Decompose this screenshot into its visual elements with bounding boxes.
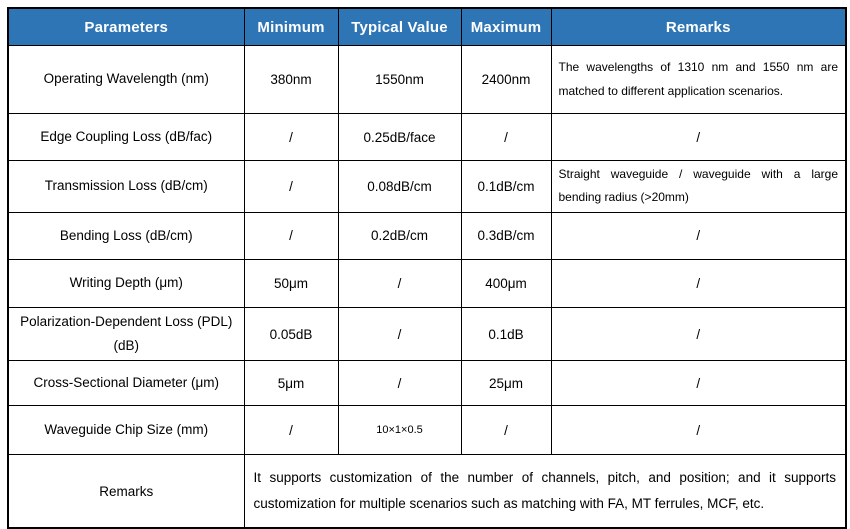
minimum-cell: / (243, 160, 339, 213)
footer-remarks-label: Remarks (7, 454, 245, 529)
table-row: Edge Coupling Loss (dB/fac)/0.25dB/face /… (7, 113, 847, 161)
remarks-cell: / (550, 211, 847, 260)
table-row: Polarization-Dependent Loss (PDL) (dB) 0.… (7, 306, 847, 362)
typical-value-cell: / (337, 360, 462, 407)
typical-value-cell: 0.08dB/cm (337, 160, 462, 213)
footer-row: Remarks It supports customization of the… (7, 454, 847, 529)
remarks-cell: The wavelengths of 1310 nm and 1550 nm a… (550, 45, 847, 114)
parameter-cell: Polarization-Dependent Loss (PDL) (dB) (7, 306, 245, 362)
typical-value-cell: 0.25dB/face (337, 113, 462, 161)
table-row: Bending Loss (dB/cm)/0.2dB/cm 0.3dB/cm / (7, 211, 847, 260)
minimum-cell: / (243, 211, 339, 260)
header-row: Parameters Minimum Typical Value Maximum… (7, 7, 847, 46)
table-row: Waveguide Chip Size (mm)/10×1×0.5// (7, 405, 847, 456)
table-row: Transmission Loss (dB/cm)/0.08dB/cm 0.1dB… (7, 160, 847, 213)
parameter-cell: Waveguide Chip Size (mm) (7, 405, 245, 456)
header-typical-value: Typical Value (337, 7, 462, 46)
parameter-cell: Transmission Loss (dB/cm) (7, 160, 245, 213)
parameter-cell: Operating Wavelength (nm) (7, 45, 245, 114)
maximum-cell: / (460, 113, 552, 161)
maximum-cell: 0.1dB/cm (460, 160, 552, 213)
maximum-cell: 0.1dB (460, 306, 552, 362)
table-row: Cross-Sectional Diameter (μm) 5μm/25μm / (7, 360, 847, 407)
typical-value-cell: / (337, 258, 462, 308)
maximum-cell: 0.3dB/cm (460, 211, 552, 260)
remarks-cell: / (550, 113, 847, 161)
remarks-cell: Straight waveguide / waveguide with a la… (550, 160, 847, 213)
parameter-cell: Cross-Sectional Diameter (μm) (7, 360, 245, 407)
table-body: Operating Wavelength (nm) 380nm 1550nm 2400… (7, 45, 847, 456)
parameter-cell: Bending Loss (dB/cm) (7, 211, 245, 260)
maximum-cell: 2400nm (460, 45, 552, 114)
table-row: Operating Wavelength (nm) 380nm 1550nm 2400… (7, 45, 847, 114)
minimum-cell: / (243, 405, 339, 456)
maximum-cell: 25μm (460, 360, 552, 407)
header-parameters: Parameters (7, 7, 245, 46)
maximum-cell: 400μm (460, 258, 552, 308)
minimum-cell: 0.05dB (243, 306, 339, 362)
footer-remarks-text: It supports customization of the number … (243, 454, 847, 529)
header-minimum: Minimum (243, 7, 339, 46)
typical-value-cell: 1550nm (337, 45, 462, 114)
minimum-cell: / (243, 113, 339, 161)
spec-table-container: Parameters Minimum Typical Value Maximum… (7, 7, 847, 529)
typical-value-cell: / (337, 306, 462, 362)
minimum-cell: 5μm (243, 360, 339, 407)
maximum-cell: / (460, 405, 552, 456)
typical-value-cell: 10×1×0.5 (337, 405, 462, 456)
table-row: Writing Depth (μm) 50μm/400μm / (7, 258, 847, 308)
header-maximum: Maximum (460, 7, 552, 46)
parameter-cell: Writing Depth (μm) (7, 258, 245, 308)
minimum-cell: 50μm (243, 258, 339, 308)
remarks-cell: / (550, 405, 847, 456)
spec-table: Parameters Minimum Typical Value Maximum… (7, 7, 847, 529)
parameter-cell: Edge Coupling Loss (dB/fac) (7, 113, 245, 161)
minimum-cell: 380nm (243, 45, 339, 114)
remarks-cell: / (550, 258, 847, 308)
typical-value-cell: 0.2dB/cm (337, 211, 462, 260)
header-remarks: Remarks (550, 7, 847, 46)
remarks-cell: / (550, 306, 847, 362)
remarks-cell: / (550, 360, 847, 407)
